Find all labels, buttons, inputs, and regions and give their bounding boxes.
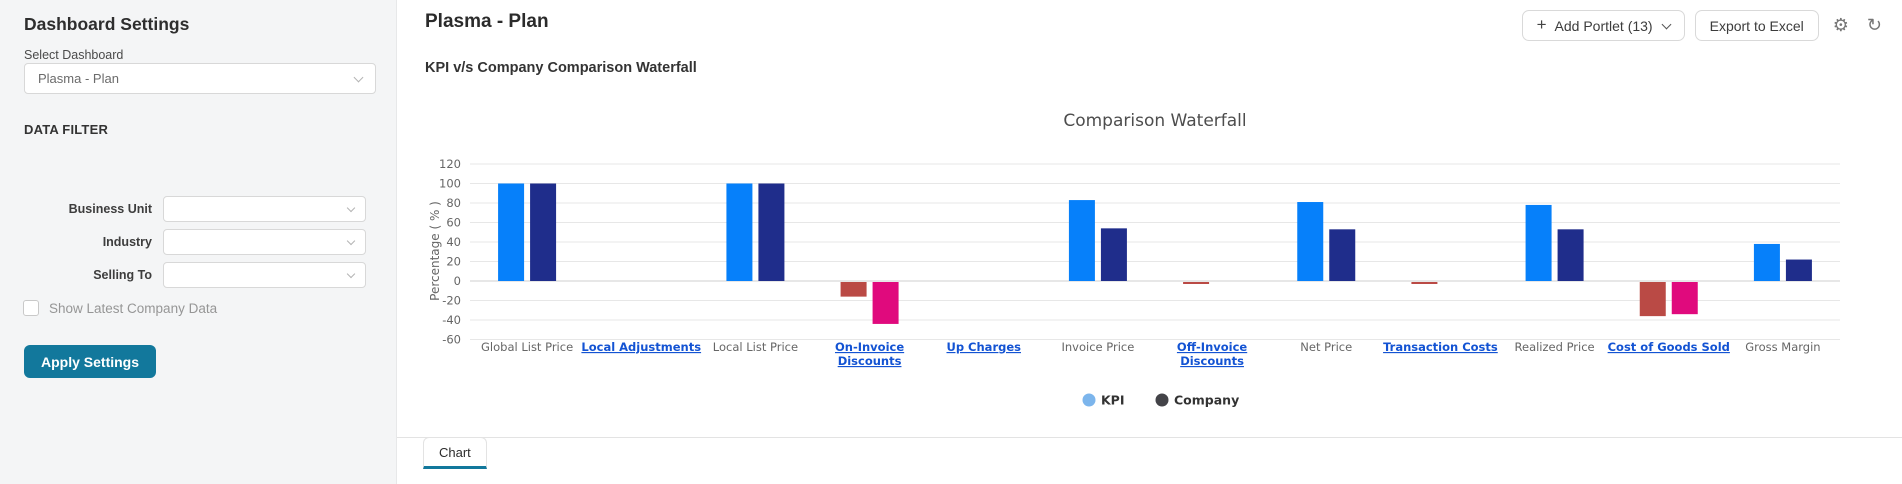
bar-kpi-7[interactable] [1297, 202, 1324, 281]
refresh-icon[interactable]: ↻ [1863, 15, 1886, 36]
portlet-heading: KPI v/s Company Comparison Waterfall [425, 60, 697, 76]
category-label-9: Realized Price [1515, 340, 1595, 354]
bar-kpi-2[interactable] [726, 183, 753, 282]
bar-company-7[interactable] [1329, 229, 1356, 281]
chart-title: Comparison Waterfall [1063, 111, 1246, 131]
add-portlet-button[interactable]: + Add Portlet (13) [1521, 10, 1685, 41]
bar-company-5[interactable] [1100, 228, 1127, 281]
bar-company-3[interactable] [872, 282, 899, 324]
comparison-waterfall-chart: Comparison Waterfall Percentage ( % ) 120 1… [425, 88, 1885, 423]
bar-kpi-8[interactable] [1411, 282, 1438, 284]
y-tick-label: 100 [439, 177, 461, 191]
waterfall-svg: Comparison Waterfall Percentage ( % ) 120 1… [428, 111, 1840, 408]
select-dashboard-label: Select Dashboard [24, 48, 124, 62]
filter-label: Industry [102, 235, 152, 249]
bar-kpi-5[interactable] [1068, 200, 1095, 281]
filter-label: Selling To [93, 268, 152, 282]
category-label-11: Gross Margin [1745, 340, 1820, 354]
y-tick-label: 80 [446, 196, 461, 210]
header-actions: + Add Portlet (13) Export to Excel ⚙ ↻ [1521, 10, 1886, 41]
checkbox-label: Show Latest Company Data [49, 300, 218, 316]
bar-kpi-0[interactable] [498, 183, 525, 282]
category-link-4[interactable]: Up Charges [946, 340, 1021, 354]
portlet-tab-bar: Chart [397, 437, 1902, 484]
category-label-0: Global List Price [481, 340, 573, 354]
legend-label-kpi[interactable]: KPI [1101, 393, 1125, 408]
data-filter-heading: DATA FILTER [24, 122, 109, 137]
chevron-down-icon [346, 203, 356, 212]
page-title: Plasma - Plan [425, 11, 549, 32]
gear-icon[interactable]: ⚙ [1829, 15, 1853, 36]
category-label-5: Invoice Price [1062, 340, 1135, 354]
chevron-down-icon [346, 269, 356, 278]
dashboard-select-value: Plasma - Plan [38, 71, 119, 86]
legend-label-company[interactable]: Company [1174, 393, 1239, 408]
bar-company-2[interactable] [758, 183, 785, 282]
bar-kpi-3[interactable] [840, 282, 867, 297]
legend-dot-company[interactable] [1155, 393, 1169, 407]
chevron-down-icon [1661, 19, 1672, 29]
filter-row-business-unit: Business Unit [0, 196, 397, 222]
checkbox-icon[interactable] [23, 300, 39, 316]
sidebar-title: Dashboard Settings [24, 14, 190, 34]
main-content: Plasma - Plan + Add Portlet (13) Export … [397, 0, 1902, 484]
export-to-excel-button[interactable]: Export to Excel [1694, 10, 1819, 41]
y-tick-label: -60 [442, 333, 461, 347]
filter-select-selling-to[interactable] [163, 262, 366, 288]
apply-settings-button[interactable]: Apply Settings [24, 345, 157, 378]
chevron-down-icon [353, 72, 364, 82]
category-label-2: Local List Price [713, 340, 798, 354]
y-tick-label: -20 [442, 294, 461, 308]
category-link-1[interactable]: Local Adjustments [581, 340, 701, 354]
add-portlet-label: Add Portlet (13) [1554, 17, 1653, 34]
y-tick-label: 20 [446, 255, 461, 269]
bar-kpi-11[interactable] [1753, 243, 1780, 281]
show-latest-company-data-row[interactable]: Show Latest Company Data [23, 300, 217, 316]
bar-company-0[interactable] [530, 183, 557, 282]
filter-row-industry: Industry [0, 229, 397, 255]
category-link-6[interactable]: Off-Invoice [1177, 340, 1247, 354]
dashboard-settings-panel: Dashboard Settings Select Dashboard Plas… [0, 0, 397, 484]
bar-company-11[interactable] [1785, 259, 1812, 281]
category-link-10[interactable]: Cost of Goods Sold [1608, 340, 1730, 354]
filter-row-selling-to: Selling To [0, 262, 397, 288]
filter-select-industry[interactable] [163, 229, 366, 255]
category-link-6[interactable]: Discounts [1180, 354, 1244, 368]
bar-kpi-6[interactable] [1183, 282, 1210, 284]
filter-select-business-unit[interactable] [163, 196, 366, 222]
category-link-3[interactable]: Discounts [838, 354, 902, 368]
y-tick-label: -40 [442, 313, 461, 327]
tab-chart[interactable]: Chart [423, 437, 487, 469]
data-filter-rows: Business Unit Industry Selling To [0, 196, 397, 295]
bar-kpi-9[interactable] [1525, 204, 1552, 281]
y-tick-label: 40 [446, 235, 461, 249]
category-link-3[interactable]: On-Invoice [835, 340, 904, 354]
category-label-7: Net Price [1300, 340, 1352, 354]
filter-label: Business Unit [68, 202, 152, 216]
chevron-down-icon [346, 236, 356, 245]
y-tick-label: 120 [439, 157, 461, 171]
bar-company-10[interactable] [1671, 282, 1698, 315]
y-tick-label: 60 [446, 216, 461, 230]
bar-company-9[interactable] [1557, 229, 1584, 281]
plus-icon: + [1536, 15, 1547, 34]
bar-kpi-10[interactable] [1639, 282, 1666, 317]
legend-dot-kpi[interactable] [1082, 393, 1096, 407]
y-tick-label: 0 [454, 274, 461, 288]
category-link-8[interactable]: Transaction Costs [1383, 340, 1498, 354]
dashboard-select[interactable]: Plasma - Plan [24, 63, 376, 94]
y-axis-title: Percentage ( % ) [428, 201, 442, 301]
